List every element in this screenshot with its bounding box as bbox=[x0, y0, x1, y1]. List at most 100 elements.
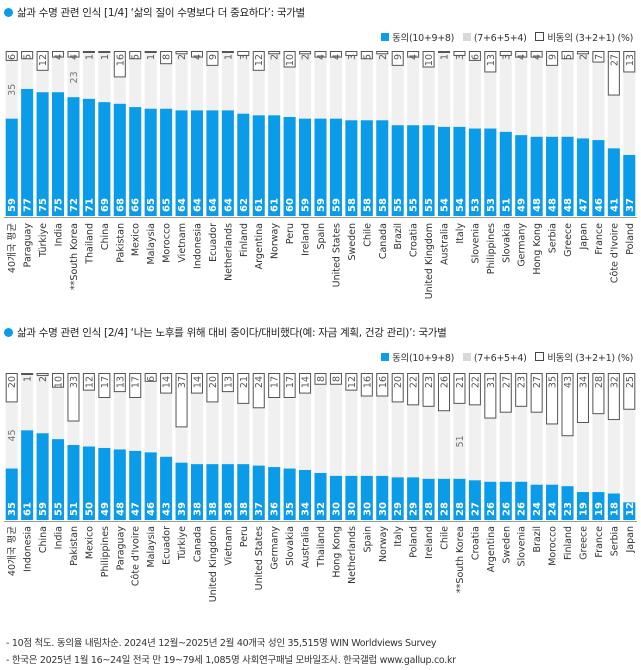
category-label: Malaysia bbox=[146, 223, 157, 265]
agree-value-label: 48 bbox=[115, 502, 126, 516]
bar-disagree bbox=[283, 51, 296, 68]
agree-value-label: 23 bbox=[563, 502, 574, 516]
category-label: United States bbox=[331, 223, 342, 287]
legend-swatch-disagree bbox=[535, 32, 545, 41]
bar-disagree bbox=[52, 51, 65, 58]
bar-agree bbox=[314, 472, 327, 520]
bar-disagree bbox=[468, 373, 481, 406]
agree-value-label: 35 bbox=[285, 502, 296, 516]
bar-agree bbox=[82, 98, 95, 216]
agree-value-label: 37 bbox=[625, 198, 636, 212]
category-label: Peru bbox=[239, 526, 250, 547]
category-label: France bbox=[594, 223, 605, 255]
category-label: Serbia bbox=[548, 223, 559, 253]
category-label: Pakistan bbox=[69, 526, 80, 566]
category-label: China bbox=[100, 223, 111, 250]
category-label: Croatia bbox=[470, 526, 481, 560]
category-label: Ecuador bbox=[162, 526, 173, 565]
category-label: Norway bbox=[378, 526, 389, 562]
chart1-title: 삶과 수명 관련 인식 [1/4] ‘삶의 질이 수명보다 더 중요하다’: 국… bbox=[4, 5, 305, 20]
bar-disagree bbox=[206, 51, 219, 66]
agree-value-label: 55 bbox=[409, 198, 420, 212]
mid-value-label: 23 bbox=[69, 71, 80, 83]
bullet-icon bbox=[4, 8, 13, 17]
category-label: Slovenia bbox=[470, 223, 481, 263]
bar-disagree bbox=[5, 51, 18, 61]
category-label: Australia bbox=[301, 526, 312, 568]
bar-agree bbox=[98, 102, 111, 216]
bar-disagree bbox=[299, 373, 312, 394]
disagree-value-label: 4 bbox=[316, 54, 327, 60]
bar-disagree bbox=[391, 51, 404, 66]
chart1-legend: 동의(10+9+8) (7+6+5+4) 비동의 (3+2+1) (%) bbox=[375, 30, 633, 44]
mid-value-label: 35 bbox=[7, 84, 18, 96]
disagree-value-label: 16 bbox=[362, 376, 373, 388]
bar-disagree bbox=[345, 51, 358, 56]
disagree-value-label: 6 bbox=[146, 376, 157, 382]
agree-value-label: 58 bbox=[362, 198, 373, 212]
agree-value-label: 59 bbox=[316, 198, 327, 212]
category-label: Netherlands bbox=[223, 223, 234, 281]
agree-value-label: 65 bbox=[146, 198, 157, 212]
category-label: France bbox=[594, 526, 605, 558]
bar-agree bbox=[67, 445, 80, 520]
bar-disagree bbox=[237, 51, 250, 56]
disagree-value-label: 12 bbox=[38, 54, 49, 66]
category-label: Norway bbox=[270, 223, 281, 259]
disagree-value-label: 13 bbox=[486, 54, 497, 66]
category-label: Canada bbox=[378, 223, 389, 259]
agree-value-label: 49 bbox=[100, 502, 111, 516]
category-label: Finland bbox=[563, 526, 574, 560]
category-label: Peru bbox=[285, 223, 296, 244]
bar-disagree bbox=[113, 51, 126, 78]
agree-value-label: 60 bbox=[285, 198, 296, 212]
disagree-value-label: 4 bbox=[517, 54, 528, 60]
bar-disagree bbox=[113, 373, 126, 393]
category-label: Ireland bbox=[301, 223, 312, 256]
bar-agree bbox=[299, 470, 312, 520]
category-label: Poland bbox=[409, 526, 420, 558]
bar-disagree bbox=[67, 373, 80, 422]
footnote-1: - 10점 척도. 동의율 내림차순. 2024년 12월~2025년 2월 4… bbox=[6, 638, 437, 649]
category-label: Italy bbox=[455, 223, 466, 244]
agree-value-label: 59 bbox=[38, 502, 49, 516]
category-label: Argentina bbox=[486, 526, 497, 572]
agree-value-label: 24 bbox=[532, 502, 543, 516]
bar-disagree bbox=[221, 373, 234, 393]
bar-agree bbox=[360, 120, 373, 216]
bar-agree bbox=[175, 462, 188, 520]
agree-value-label: 48 bbox=[548, 198, 559, 212]
bar-agree bbox=[499, 481, 512, 520]
disagree-value-label: 2 bbox=[270, 54, 281, 60]
bar-agree bbox=[5, 468, 18, 520]
bar-agree bbox=[175, 110, 188, 216]
bar-disagree bbox=[175, 51, 188, 55]
bar-disagree bbox=[98, 51, 111, 53]
bar-disagree bbox=[607, 373, 620, 421]
agree-value-label: 62 bbox=[239, 198, 250, 212]
category-label: Paraguay bbox=[115, 526, 126, 571]
bar-agree bbox=[67, 97, 80, 216]
disagree-value-label: 32 bbox=[609, 376, 620, 388]
bar-agree bbox=[268, 115, 281, 216]
agree-value-label: 28 bbox=[424, 502, 435, 516]
disagree-value-label: 2 bbox=[378, 54, 389, 60]
disagree-value-label: 6 bbox=[7, 54, 18, 60]
bar-disagree bbox=[530, 373, 543, 413]
bar-agree bbox=[484, 128, 497, 216]
bar-disagree bbox=[515, 373, 528, 407]
bar-disagree bbox=[546, 373, 559, 425]
bar-agree bbox=[299, 118, 312, 216]
bar-agree bbox=[499, 131, 512, 216]
disagree-value-label: 28 bbox=[594, 376, 605, 388]
disagree-value-label: 3 bbox=[501, 54, 512, 60]
disagree-value-label: 9 bbox=[393, 54, 404, 60]
bar-agree bbox=[592, 140, 605, 216]
disagree-value-label: 4 bbox=[331, 54, 342, 60]
category-label: United Kingdom bbox=[208, 526, 219, 602]
category-label: Japan bbox=[625, 526, 636, 554]
category-label: Morocco bbox=[162, 223, 173, 263]
agree-value-label: 55 bbox=[393, 198, 404, 212]
disagree-value-label: 12 bbox=[347, 376, 358, 388]
agree-value-label: 38 bbox=[223, 502, 234, 516]
